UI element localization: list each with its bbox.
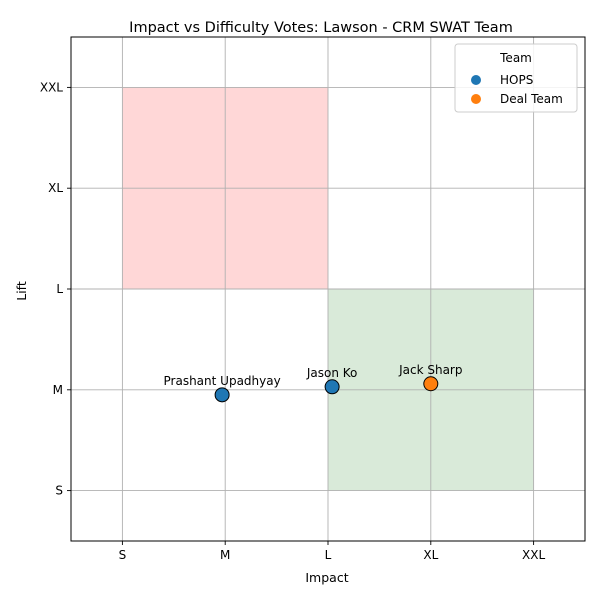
x-tick-label: XXL (522, 548, 545, 562)
y-tick-label: L (56, 282, 63, 296)
point-label: Jason Ko (306, 366, 358, 380)
x-tick-label: XL (423, 548, 438, 562)
points-layer: Prashant Upadhyay Jason Ko Jack Sharp (164, 363, 462, 403)
x-tick-label: M (220, 548, 230, 562)
legend-label-hops: HOPS (500, 73, 533, 87)
y-tick-label: XXL (40, 80, 63, 94)
data-point (324, 379, 340, 395)
legend-label-deal-team: Deal Team (500, 92, 563, 106)
point-label: Prashant Upadhyay (164, 374, 281, 388)
y-tick-label: M (53, 383, 63, 397)
legend-marker-hops (471, 75, 481, 85)
legend: Team HOPS Deal Team (454, 43, 578, 113)
legend-title: Team (499, 51, 532, 65)
x-tick-label: L (325, 548, 332, 562)
legend-box (454, 43, 578, 113)
legend-marker-deal-team (471, 94, 481, 104)
x-tick-label: S (119, 548, 127, 562)
y-tick-label: XL (48, 181, 63, 195)
point-label: Jack Sharp (398, 363, 462, 377)
data-point (423, 376, 439, 392)
y-tick-label: S (55, 484, 63, 498)
chart-title: Impact vs Difficulty Votes: Lawson - CRM… (129, 20, 513, 36)
data-point (214, 387, 230, 403)
ticks-layer: S M L XL XXL S M L XL XXL (40, 80, 546, 562)
y-axis-label: Lift (14, 281, 29, 301)
x-axis-label: Impact (305, 570, 348, 585)
